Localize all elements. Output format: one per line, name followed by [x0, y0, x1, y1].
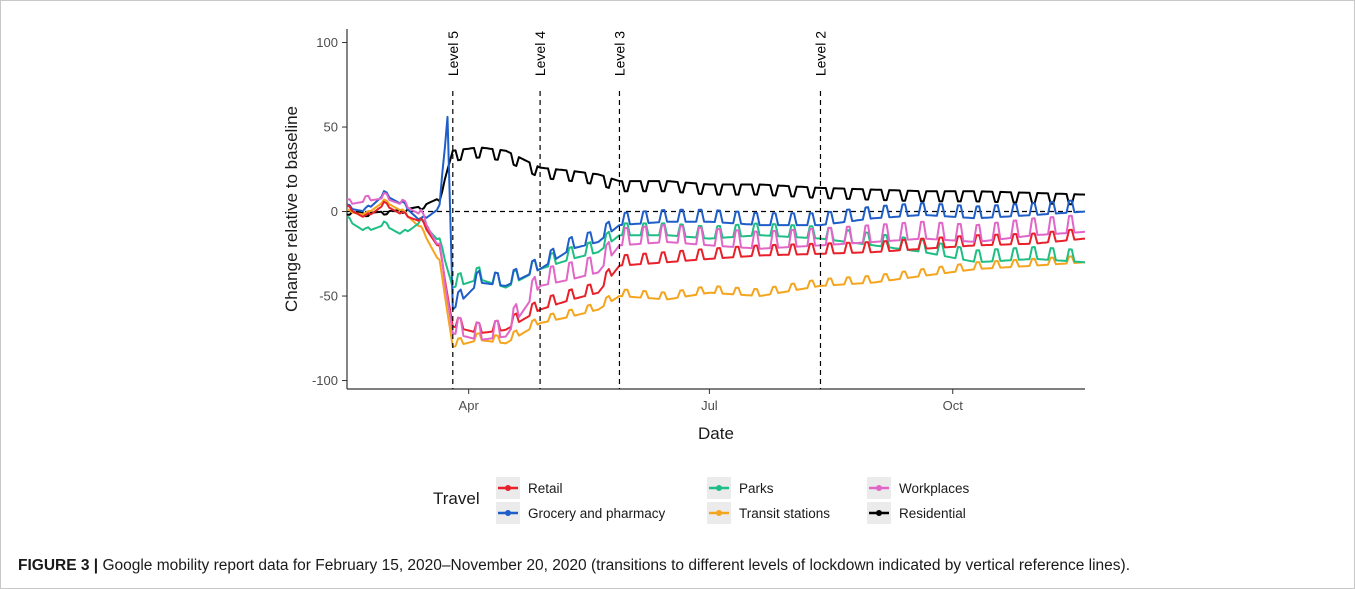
- y-tick-label: -50: [319, 289, 338, 304]
- legend-key-dot: [876, 510, 882, 516]
- caption-label: FIGURE 3 |: [18, 557, 99, 574]
- reference-line-label: Level 5: [445, 31, 461, 76]
- legend-entry-label: Retail: [528, 481, 563, 496]
- x-axis-title: Date: [698, 424, 734, 443]
- legend-key-dot: [876, 485, 882, 491]
- reference-line-label: Level 2: [812, 31, 828, 76]
- y-tick-label: 100: [316, 35, 338, 50]
- y-tick-label: -100: [312, 373, 338, 388]
- x-tick-label: Oct: [943, 398, 964, 413]
- legend-entry-label: Parks: [739, 481, 774, 496]
- legend-entry-label: Residential: [899, 506, 966, 521]
- x-tick-label: Jul: [701, 398, 718, 413]
- legend-key-dot: [505, 510, 511, 516]
- caption-text: Google mobility report data for February…: [98, 557, 1131, 574]
- legend-key-dot: [716, 485, 722, 491]
- figure-caption: FIGURE 3 | Google mobility report data f…: [18, 557, 1338, 575]
- reference-line-label: Level 4: [532, 31, 548, 76]
- legend-key-dot: [505, 485, 511, 491]
- legend-entry-label: Transit stations: [739, 506, 830, 521]
- series-line-workplaces: [346, 191, 1086, 341]
- series-line-grocery-and-pharmacy: [346, 115, 1086, 311]
- legend-entry-label: Grocery and pharmacy: [528, 506, 666, 521]
- y-axis-title: Change relative to baseline: [282, 106, 301, 312]
- series-line-transit-stations: [346, 198, 1086, 348]
- y-tick-label: 50: [324, 120, 338, 135]
- series-line-residential: [346, 146, 1086, 218]
- y-tick-label: 0: [331, 204, 338, 219]
- legend-entry-label: Workplaces: [899, 481, 970, 496]
- reference-line-label: Level 3: [611, 31, 627, 76]
- x-tick-label: Apr: [459, 398, 480, 413]
- legend-title: Travel: [433, 489, 480, 508]
- series-line-retail: [346, 200, 1086, 334]
- legend-key-dot: [716, 510, 722, 516]
